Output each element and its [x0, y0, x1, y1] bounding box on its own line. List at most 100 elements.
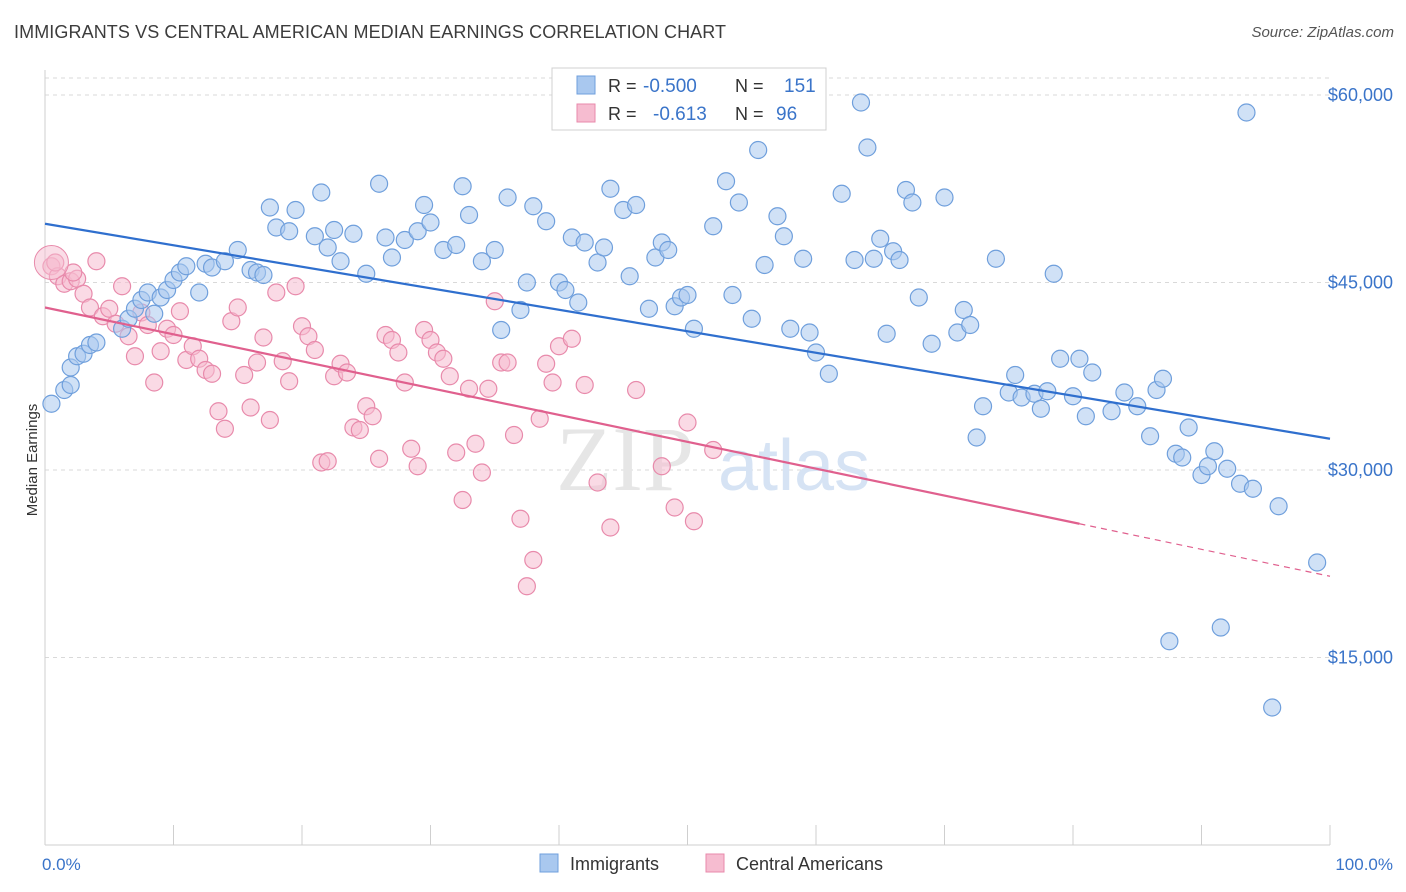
- immigrants-point-108: [986, 249, 1006, 268]
- immigrants-point-51: [492, 320, 511, 340]
- central-americans-point-61: [434, 349, 453, 368]
- central-americans-point-71: [498, 353, 517, 372]
- immigrants-point-26: [254, 265, 273, 285]
- immigrants-point-18: [177, 257, 196, 276]
- immigrants-point-67: [626, 195, 646, 215]
- immigrants-point-76: [704, 217, 723, 236]
- immigrants-point-121: [1102, 402, 1121, 421]
- central-americans-point-86: [665, 498, 684, 517]
- central-americans-point-74: [517, 577, 536, 596]
- y-tick-label-2: $45,000: [1328, 273, 1393, 293]
- immigrants-point-71: [659, 240, 678, 260]
- central-americans-point-20: [170, 302, 190, 321]
- central-americans-point-30: [235, 365, 254, 385]
- immigrants-point-29: [280, 222, 299, 241]
- immigrants-point-107: [973, 397, 993, 416]
- immigrants-point-52: [498, 188, 517, 207]
- central-americans-point-66: [466, 434, 485, 453]
- stats-r-label-immigrants: R =: [608, 76, 637, 96]
- immigrants-point-133: [1218, 459, 1237, 478]
- immigrants-point-122: [1115, 383, 1134, 402]
- central-americans-point-37: [280, 372, 299, 391]
- legend-swatch-central: [705, 853, 725, 873]
- legend-label-immigrants: Immigrants: [570, 854, 659, 874]
- immigrants-point-94: [871, 229, 890, 248]
- central-americans-point-54: [389, 343, 408, 362]
- x-tick-label-max: 100.0%: [1335, 855, 1393, 874]
- central-americans-point-75: [524, 550, 543, 570]
- immigrants-point-135: [1243, 479, 1263, 498]
- immigrants-point-36: [344, 224, 363, 243]
- immigrants-point-35: [331, 252, 350, 271]
- stats-r-value-immigrants: -0.500: [643, 76, 697, 97]
- x-tick-label-min: 0.0%: [42, 855, 81, 874]
- trend-lines: [44, 222, 1331, 577]
- immigrants-point-80: [742, 309, 761, 328]
- immigrants-point-61: [575, 233, 594, 252]
- central-americans-point-89: [704, 440, 723, 460]
- immigrants-point-68: [639, 299, 659, 318]
- immigrants-point-39: [376, 228, 395, 247]
- immigrants-point-2: [61, 375, 80, 395]
- immigrants-point-62: [588, 253, 607, 272]
- central-americans-points: [33, 245, 723, 596]
- stats-n-value-central: 96: [776, 104, 797, 125]
- immigrants-point-100: [909, 288, 928, 307]
- immigrants-point-104: [954, 300, 973, 320]
- stats-legend: R = -0.500 N = 151 R = -0.613 N = 96: [551, 67, 827, 131]
- central-americans-point-80: [562, 329, 581, 348]
- source-label: Source: ZipAtlas.com: [1251, 24, 1394, 41]
- central-americans-point-78: [543, 373, 562, 392]
- immigrants-point-83: [768, 207, 787, 226]
- central-americans-point-9: [100, 299, 119, 318]
- axes: [44, 70, 1331, 846]
- central-americans-point-32: [247, 353, 267, 372]
- immigrants-point-19: [190, 283, 209, 302]
- central-americans-point-11: [112, 277, 132, 296]
- central-americans-point-48: [350, 420, 369, 440]
- y-tick-label-3: $60,000: [1328, 85, 1393, 105]
- central-americans-point-27: [215, 419, 234, 438]
- immigrants-point-126: [1153, 369, 1173, 388]
- immigrants-point-90: [832, 184, 851, 203]
- central-americans-point-51: [370, 449, 389, 468]
- central-americans-point-34: [260, 410, 279, 430]
- immigrants-point-84: [774, 227, 793, 246]
- immigrants-point-81: [749, 140, 768, 160]
- central-americans-point-63: [447, 443, 466, 462]
- immigrants-point-115: [1044, 264, 1063, 283]
- immigrants-point-0: [42, 394, 61, 413]
- central-americans-point-73: [511, 509, 530, 528]
- stats-swatch-immigrants: [576, 75, 596, 95]
- immigrants-point-7: [87, 333, 106, 352]
- immigrants-point-34: [325, 220, 344, 240]
- immigrants-point-141: [1308, 553, 1327, 572]
- immigrants-point-131: [1198, 457, 1218, 476]
- immigrants-point-48: [459, 205, 479, 225]
- immigrants-point-106: [967, 428, 986, 447]
- immigrants-point-128: [1173, 448, 1192, 467]
- immigrants-point-140: [1269, 497, 1288, 516]
- central-americans-point-85: [652, 457, 671, 476]
- immigrants-point-41: [395, 230, 414, 250]
- immigrants-point-99: [903, 193, 922, 212]
- central-americans-point-41: [305, 340, 324, 360]
- legend-swatch-immigrants: [539, 853, 559, 873]
- central-americans-trend-extension: [1079, 523, 1331, 577]
- central-americans-point-83: [601, 518, 620, 537]
- immigrants-point-120: [1083, 363, 1102, 382]
- immigrants-point-87: [800, 323, 819, 342]
- immigrants-point-136: [851, 93, 871, 112]
- immigrants-point-89: [819, 364, 838, 383]
- central-americans-point-64: [453, 490, 472, 510]
- chart-title: IMMIGRANTS VS CENTRAL AMERICAN MEDIAN EA…: [14, 22, 727, 42]
- immigrants-point-50: [485, 240, 504, 260]
- immigrants-point-101: [922, 334, 941, 353]
- central-americans-point-81: [575, 375, 594, 395]
- immigrants-point-132: [1205, 442, 1224, 461]
- immigrants-point-32: [312, 183, 331, 202]
- immigrants-point-93: [864, 249, 883, 268]
- immigrants-point-139: [1237, 103, 1256, 122]
- immigrants-point-116: [1051, 349, 1070, 368]
- immigrants-point-119: [1076, 407, 1095, 426]
